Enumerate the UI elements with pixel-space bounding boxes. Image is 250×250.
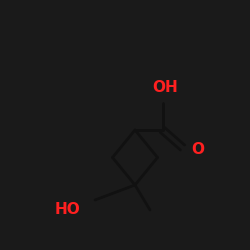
Text: O: O <box>191 142 204 158</box>
Text: HO: HO <box>54 202 80 218</box>
Text: OH: OH <box>152 80 178 95</box>
